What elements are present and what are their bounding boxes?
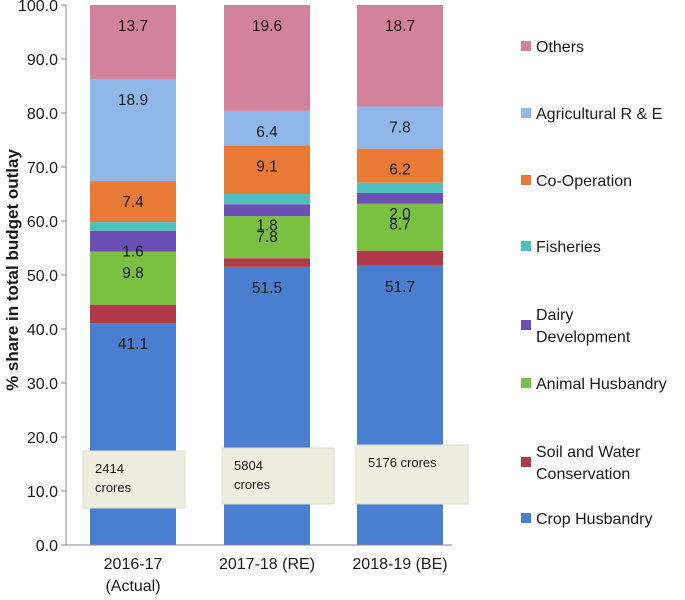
y-tick-label: 60.0: [27, 214, 58, 231]
x-tick-label: 2017-18 (RE): [219, 556, 315, 573]
legend-item-dairy-development: Dairy Development: [521, 307, 631, 346]
budget-note-text: crores: [234, 477, 271, 492]
legend-swatch: [521, 41, 531, 51]
y-tick-label: 90.0: [27, 52, 58, 69]
legend-label: Soil and Water: [536, 444, 641, 461]
y-tick-label: 100.0: [18, 0, 58, 15]
legend-label: Conservation: [536, 466, 630, 483]
bar-segment-soil-and-water-conservation: [357, 250, 443, 266]
data-label-dairy-development: 1.6: [122, 244, 144, 261]
y-tick-label: 10.0: [27, 484, 58, 501]
y-axis-title: % share in total budget outlay: [3, 149, 22, 391]
bar-segment-agricultural-r-e: [224, 110, 310, 146]
legend-swatch: [521, 457, 531, 467]
legend-label: Others: [536, 39, 584, 56]
bar-segment-animal-husbandry: [90, 251, 176, 305]
legend-item-soil-and-water-conservation: Soil and Water Conservation: [521, 444, 641, 483]
data-label-co-operation: 7.4: [122, 194, 144, 211]
legend-label: Dairy: [536, 307, 573, 324]
bar-segment-agricultural-r-e: [357, 106, 443, 149]
budget-notes: 2414 crores 5804 crores 5176 crores: [82, 444, 469, 509]
budget-note-box: [355, 444, 469, 505]
y-tick-label: 40.0: [27, 322, 58, 339]
legend-swatch: [521, 108, 531, 118]
legend-swatch: [521, 241, 531, 251]
bar-segment-co-operation: [357, 148, 443, 183]
legend-item-crop-husbandry: Crop Husbandry: [521, 511, 653, 528]
bar-segment-others: [224, 5, 310, 111]
data-label-agricultural-r-e: 7.8: [389, 120, 411, 137]
y-axis: 0.0 10.0 20.0 30.0 40.0 50.0 60.0 70.0 80.0 90.0 1…: [18, 0, 67, 555]
legend: Others Agricultural R & E Co-Operation Fish…: [521, 39, 667, 528]
legend-swatch: [521, 513, 531, 523]
legend-label: Agricultural R & E: [536, 106, 662, 123]
bar-segment-fisheries: [90, 222, 176, 231]
legend-label: Crop Husbandry: [536, 511, 653, 528]
legend-swatch: [521, 320, 531, 330]
y-tick-label: 70.0: [27, 160, 58, 177]
data-label-others: 13.7: [118, 18, 148, 35]
bar-segment-animal-husbandry: [357, 203, 443, 251]
legend-label: Co-Operation: [536, 173, 632, 190]
data-label-dairy-development: 1.8: [256, 217, 278, 234]
legend-swatch: [521, 378, 531, 388]
data-label-crop-husbandry: 51.7: [385, 279, 415, 296]
legend-label: Development: [536, 329, 631, 346]
bar-segment-fisheries: [224, 194, 310, 205]
data-label-co-operation: 6.2: [389, 162, 411, 179]
legend-item-co-operation: Co-Operation: [521, 173, 632, 190]
x-tick-label: (Actual): [105, 578, 160, 595]
y-tick-label: 30.0: [27, 376, 58, 393]
budget-note-text: 5176 crores: [368, 455, 437, 470]
data-label-co-operation: 9.1: [256, 158, 278, 175]
legend-item-fisheries: Fisheries: [521, 239, 601, 256]
legend-item-others: Others: [521, 39, 584, 56]
bar-segment-dairy-development: [357, 192, 443, 204]
bar-segment-animal-husbandry: [224, 216, 310, 259]
bar-segment-fisheries: [357, 182, 443, 193]
bar-segment-agricultural-r-e: [90, 78, 176, 182]
x-tick-label: 2016-17: [104, 556, 163, 573]
bar-segment-crop-husbandry: [90, 323, 176, 545]
x-axis: 2016-17 (Actual) 2017-18 (RE) 2018-19 (BE): [66, 544, 452, 595]
legend-swatch: [521, 175, 531, 185]
bar-segment-others: [90, 5, 176, 79]
y-tick-label: 80.0: [27, 106, 58, 123]
legend-item-animal-husbandry: Animal Husbandry: [521, 376, 667, 393]
data-label-others: 19.6: [252, 18, 282, 35]
bar-segment-co-operation: [224, 145, 310, 194]
bar-segment-soil-and-water-conservation: [224, 258, 310, 267]
y-tick-label: 0.0: [36, 538, 58, 555]
budget-note-box: [82, 450, 186, 509]
data-label-others: 18.7: [385, 18, 415, 35]
data-label-crop-husbandry: 41.1: [118, 336, 148, 353]
y-tick-label: 50.0: [27, 268, 58, 285]
bar-segment-dairy-development: [224, 204, 310, 217]
y-tick-label: 20.0: [27, 430, 58, 447]
bar-segment-co-operation: [90, 181, 176, 223]
budget-note-text: 2414: [95, 461, 124, 476]
legend-label: Animal Husbandry: [536, 376, 667, 393]
data-label-dairy-development: 2.0: [389, 206, 411, 223]
data-label-animal-husbandry: 8.7: [389, 217, 411, 234]
legend-item-agricultural-r-e: Agricultural R & E: [521, 106, 662, 123]
data-label-animal-husbandry: 9.8: [122, 265, 144, 282]
data-label-crop-husbandry: 51.5: [252, 280, 282, 297]
budget-note-box: [221, 447, 335, 505]
legend-label: Fisheries: [536, 239, 601, 256]
x-tick-label: 2018-19 (BE): [352, 556, 447, 573]
data-label-agricultural-r-e: 6.4: [256, 124, 278, 141]
bar-segment-dairy-development: [90, 230, 176, 252]
data-label-agricultural-r-e: 18.9: [118, 92, 148, 109]
bar-segment-soil-and-water-conservation: [90, 304, 176, 324]
budget-note-text: crores: [95, 480, 132, 495]
bar-segment-others: [357, 5, 443, 107]
budget-note-text: 5804: [234, 458, 263, 473]
data-label-animal-husbandry: 7.8: [256, 229, 278, 246]
